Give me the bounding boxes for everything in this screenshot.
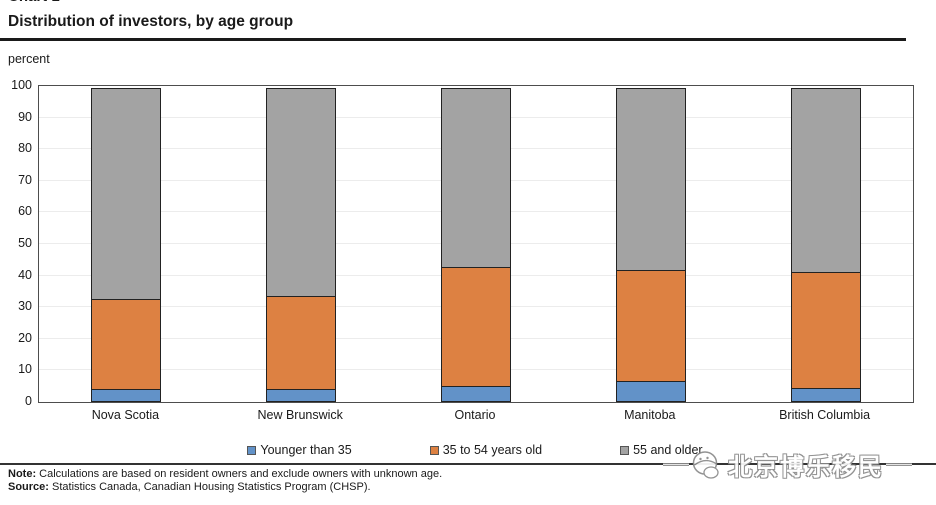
chart-number-text: Chart 1 <box>8 0 60 5</box>
source-text: Statistics Canada, Canadian Housing Stat… <box>52 481 371 493</box>
bar-segment-35-to-54-years-old <box>790 271 861 389</box>
bar-segment-35-to-54-years-old <box>91 298 162 391</box>
bar-segment-55-and-older <box>266 88 337 297</box>
title-divider <box>0 38 906 41</box>
legend-label: Younger than 35 <box>260 443 352 457</box>
x-axis-label: Nova Scotia <box>91 408 160 422</box>
note-label: Note: <box>8 468 37 480</box>
bar-column <box>91 88 162 402</box>
y-tick-label: 70 <box>18 172 32 187</box>
bar-segment-younger-than-35 <box>91 389 162 402</box>
y-tick-label: 0 <box>25 394 32 408</box>
legend-label: 55 and older <box>633 443 703 457</box>
legend-item: 35 to 54 years old <box>429 443 543 457</box>
bar-segment-55-and-older <box>615 88 686 272</box>
bar-segment-55-and-older <box>790 88 861 273</box>
y-axis-unit-label: percent <box>8 52 50 66</box>
note-text: Calculations are based on resident owner… <box>39 468 443 480</box>
x-axis-label: Manitoba <box>624 408 676 422</box>
bar-segment-35-to-54-years-old <box>266 295 337 391</box>
bar-column <box>266 88 337 402</box>
legend-label: 35 to 54 years old <box>442 443 543 457</box>
legend: Younger than 35 35 to 54 years old 55 and … <box>38 443 912 457</box>
bar-segment-35-to-54-years-old <box>441 267 511 388</box>
y-tick-label: 90 <box>18 109 32 124</box>
y-tick-label: 100 <box>11 78 32 92</box>
source-line: Source: Statistics Canada, Canadian Hous… <box>8 481 371 494</box>
y-tick-label: 60 <box>18 204 32 219</box>
source-label: Source: <box>8 481 49 493</box>
footer-divider <box>0 463 936 465</box>
legend-item: Younger than 35 <box>247 443 352 457</box>
legend-swatch <box>620 445 630 455</box>
legend-swatch <box>429 445 439 455</box>
y-tick-label: 50 <box>18 236 32 250</box>
bar-segment-55-and-older <box>91 88 162 300</box>
y-tick-label: 10 <box>18 362 32 377</box>
chart-area: 0 10 20 30 40 50 60 70 80 90 100 Nova Scotia New Br… <box>0 78 936 428</box>
bar-segment-younger-than-35 <box>266 389 337 402</box>
y-tick-label: 20 <box>18 330 32 345</box>
bar-column <box>441 88 511 402</box>
y-tick-label: 30 <box>18 299 32 314</box>
watermark-text: 北京博乐移民 <box>728 454 884 481</box>
watermark-left-line <box>663 463 689 466</box>
x-axis-label: British Columbia <box>779 408 871 422</box>
bar-segment-younger-than-35 <box>441 386 511 402</box>
watermark: 北京博乐移民 <box>663 447 912 482</box>
chart-title: Distribution of investors, by age group <box>8 13 294 30</box>
bar-column <box>790 88 861 402</box>
y-tick-label: 80 <box>18 141 32 156</box>
legend-swatch <box>247 445 257 455</box>
bar-segment-35-to-54-years-old <box>615 270 686 383</box>
y-tick-label: 40 <box>18 267 32 282</box>
legend-item: 55 and older <box>620 443 703 457</box>
bar-segment-younger-than-35 <box>615 381 686 402</box>
plot-area <box>38 85 914 403</box>
bar-column <box>615 88 686 402</box>
x-axis-label: New Brunswick <box>257 408 343 422</box>
x-axis-label: Ontario <box>454 408 496 422</box>
watermark-right-line <box>886 463 912 466</box>
globe-icon <box>692 450 719 479</box>
bar-segment-55-and-older <box>441 88 511 269</box>
bar-segment-younger-than-35 <box>790 387 861 402</box>
note-line: Note: Calculations are based on resident… <box>8 468 442 481</box>
chart-number: Chart 1 <box>8 0 60 8</box>
